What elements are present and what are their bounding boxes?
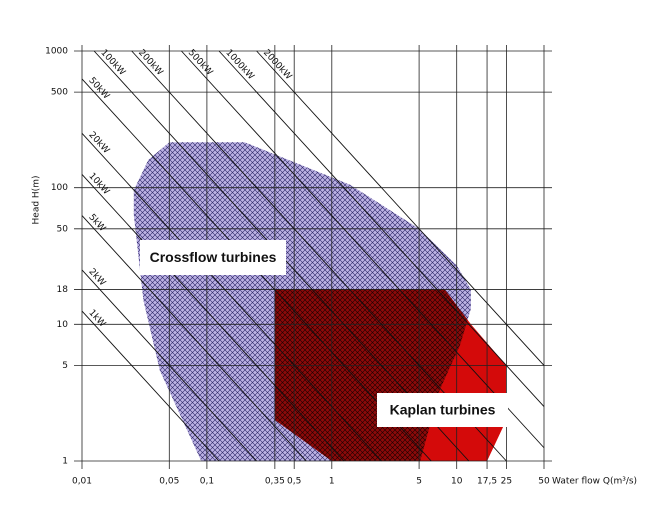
y-tick-label: 500 bbox=[51, 88, 68, 98]
power-line-label: 200kW bbox=[136, 48, 165, 78]
x-tick-label: 0,5 bbox=[287, 477, 301, 487]
x-tick-label: 50 bbox=[538, 477, 550, 487]
region-label: Crossflow turbines bbox=[150, 249, 277, 265]
power-line bbox=[81, 215, 307, 462]
power-line-label: 2000kW bbox=[261, 48, 293, 82]
y-axis-label: Head H(m) bbox=[32, 176, 42, 225]
power-line bbox=[218, 50, 545, 407]
power-line bbox=[81, 174, 345, 462]
power-line bbox=[181, 50, 545, 449]
y-tick-label: 100 bbox=[51, 183, 68, 193]
y-tick-label: 50 bbox=[57, 224, 69, 234]
power-line bbox=[81, 269, 257, 462]
power-line bbox=[81, 310, 220, 462]
power-line bbox=[256, 50, 545, 366]
x-tick-label: 0,05 bbox=[159, 477, 179, 487]
y-tick-label: 18 bbox=[57, 285, 69, 295]
region-label-box bbox=[377, 393, 508, 427]
y-tick-label: 10 bbox=[57, 320, 69, 330]
x-tick-label: 10 bbox=[451, 477, 463, 487]
x-tick-label: 0,01 bbox=[72, 477, 92, 487]
power-line bbox=[81, 132, 382, 462]
power-line-label: 100kW bbox=[98, 48, 127, 78]
x-tick-label: 17,5 bbox=[477, 477, 497, 487]
y-tick-label: 5 bbox=[62, 361, 68, 371]
x-tick-label: 5 bbox=[416, 477, 422, 487]
x-tick-label: 1 bbox=[329, 477, 335, 487]
y-tick-label: 1000 bbox=[45, 47, 68, 57]
x-tick-label: 25 bbox=[501, 477, 512, 487]
x-axis-label: Water flow Q(m³/s) bbox=[552, 477, 637, 487]
power-line bbox=[131, 50, 507, 462]
y-tick-label: 1 bbox=[62, 457, 68, 467]
power-line-label: 500kW bbox=[186, 48, 215, 78]
region-label: Kaplan turbines bbox=[390, 402, 496, 418]
overlap-region bbox=[274, 289, 471, 461]
x-tick-label: 0,35 bbox=[265, 477, 285, 487]
region-label-box bbox=[140, 240, 286, 275]
x-tick-label: 0,1 bbox=[200, 477, 214, 487]
power-line-label: 1000kW bbox=[223, 48, 255, 82]
